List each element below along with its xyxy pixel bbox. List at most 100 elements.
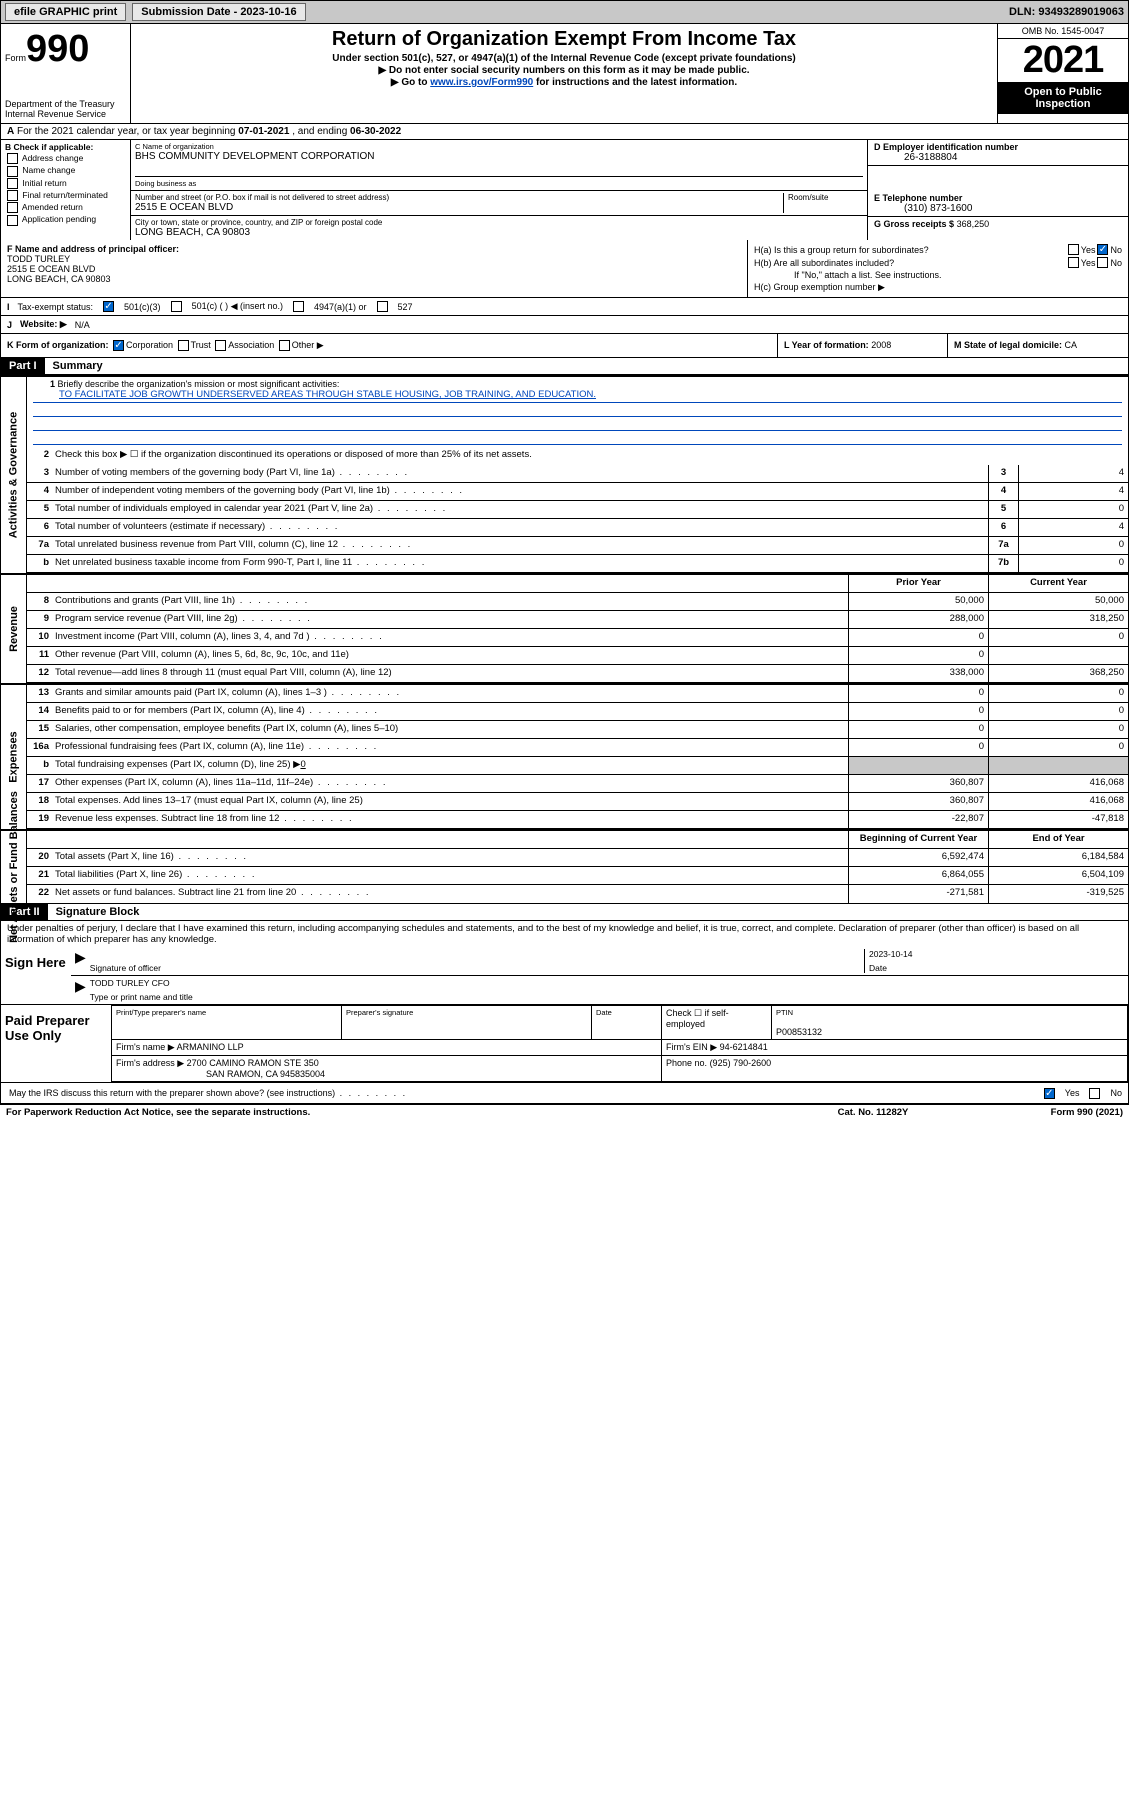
l14-prior: 0 [848,703,988,720]
block-f-h: F Name and address of principal officer:… [0,240,1129,298]
ha-yes[interactable] [1068,244,1079,255]
tax-year: 2021 [998,39,1128,82]
website-value: N/A [75,320,90,330]
mission-text[interactable]: TO FACILITATE JOB GROWTH UNDERSERVED ARE… [59,389,596,400]
ck-501c3[interactable] [103,301,114,312]
ck-trust[interactable] [178,340,189,351]
discuss-yes[interactable] [1044,1088,1055,1099]
l6-val: 4 [1018,519,1128,536]
header-mid: Return of Organization Exempt From Incom… [131,24,998,123]
ck-corp[interactable] [113,340,124,351]
form-header: Form990 Department of the Treasury Inter… [0,24,1129,124]
header-right: OMB No. 1545-0047 2021 Open to Public In… [998,24,1128,123]
ck-assoc[interactable] [215,340,226,351]
l19-curr: -47,818 [988,811,1128,828]
open-public-badge: Open to Public Inspection [998,82,1128,114]
efile-print-btn[interactable]: efile GRAPHIC print [5,3,126,21]
paid-preparer-label: Paid Preparer Use Only [1,1005,111,1082]
l7b-val: 0 [1018,555,1128,572]
state-domicile: M State of legal domicile: CA [948,334,1128,357]
group-return-block: H(a) Is this a group return for subordin… [748,240,1128,297]
discuss-no[interactable] [1089,1088,1100,1099]
street-address: 2515 E OCEAN BLVD [135,202,783,213]
year-formation: L Year of formation: 2008 [778,334,948,357]
org-name: BHS COMMUNITY DEVELOPMENT CORPORATION [135,151,863,162]
gross-receipts-cell: G Gross receipts $ 368,250 [868,217,1128,231]
l22-beg: -271,581 [848,885,988,903]
l18-curr: 416,068 [988,793,1128,810]
l9-prior: 288,000 [848,611,988,628]
l9-curr: 318,250 [988,611,1128,628]
l21-end: 6,504,109 [988,867,1128,884]
l16b-val: 0 [300,759,305,770]
dln: DLN: 93493289019063 [1009,6,1124,18]
firm-name: ARMANINO LLP [177,1042,244,1052]
form990-link[interactable]: www.irs.gov/Form990 [430,77,533,88]
irs-discuss-row: May the IRS discuss this return with the… [0,1083,1129,1104]
sign-date: 2023-10-14 [869,949,1124,963]
l15-curr: 0 [988,721,1128,738]
efile-topbar: efile GRAPHIC print Submission Date - 20… [0,0,1129,24]
ck-4947[interactable] [293,301,304,312]
hb-no[interactable] [1097,257,1108,268]
firm-ein: 94-6214841 [720,1042,768,1052]
l15-prior: 0 [848,721,988,738]
ck-other[interactable] [279,340,290,351]
form-title: Return of Organization Exempt From Incom… [137,28,991,51]
l11-prior: 0 [848,647,988,664]
l16a-prior: 0 [848,739,988,756]
line-1-mission: 1 Briefly describe the organization's mi… [27,377,1128,447]
l10-curr: 0 [988,629,1128,646]
section-activities-governance: Activities & Governance 1 Briefly descri… [0,375,1129,573]
arrow-icon: ▶ [75,949,86,973]
subtitle-3: ▶ Go to www.irs.gov/Form990 for instruct… [137,77,991,88]
side-label-rev: Revenue [1,575,27,683]
section-net-assets: Net Assets or Fund Balances Beginning of… [0,829,1129,904]
l3-val: 4 [1018,465,1128,482]
cb-address-change[interactable]: Address change [5,153,126,164]
cb-amended-return[interactable]: Amended return [5,202,126,213]
cb-final-return[interactable]: Final return/terminated [5,190,126,201]
preparer-table: Print/Type preparer's name Preparer's si… [111,1005,1128,1082]
l21-beg: 6,864,055 [848,867,988,884]
ein-cell: D Employer identification number 26-3188… [868,140,1128,166]
l12-curr: 368,250 [988,665,1128,682]
cb-initial-return[interactable]: Initial return [5,178,126,189]
row-j-website: J Website: ▶ N/A [0,316,1129,334]
l5-val: 0 [1018,501,1128,518]
row-klm: K Form of organization: Corporation Trus… [0,334,1129,358]
ein-value: 26-3188804 [874,152,1122,163]
l12-prior: 338,000 [848,665,988,682]
cb-application-pending[interactable]: Application pending [5,214,126,225]
irs-label: Internal Revenue Service [5,109,126,119]
ck-501c[interactable] [171,301,182,312]
cb-name-change[interactable]: Name change [5,165,126,176]
hb-yes[interactable] [1068,257,1079,268]
ptin-value: P00853132 [776,1027,822,1037]
dept-treasury: Department of the Treasury [5,99,126,109]
submission-date: Submission Date - 2023-10-16 [132,3,305,21]
telephone-value: (310) 873-1600 [874,203,1122,214]
subtitle-2: ▶ Do not enter social security numbers o… [137,65,991,76]
l19-prior: -22,807 [848,811,988,828]
telephone-cell: E Telephone number (310) 873-1600 [868,191,1128,217]
l8-curr: 50,000 [988,593,1128,610]
row-i-tax-status: I Tax-exempt status: 501(c)(3) 501(c) ( … [0,298,1129,316]
officer-name-title: TODD TURLEY CFO [90,978,1124,992]
part2-header: Part II Signature Block [0,904,1129,921]
header-left: Form990 Department of the Treasury Inter… [1,24,131,123]
ck-527[interactable] [377,301,388,312]
part1-header: Part I Summary [0,358,1129,375]
ha-no[interactable] [1097,244,1108,255]
l8-prior: 50,000 [848,593,988,610]
firm-addr1: 2700 CAMINO RAMON STE 350 [187,1058,319,1068]
address-block: Number and street (or P.O. box if mail i… [131,191,868,240]
city-state-zip: LONG BEACH, CA 90803 [135,227,863,238]
sign-here-label: Sign Here [1,947,71,1004]
page-footer: For Paperwork Reduction Act Notice, see … [0,1104,1129,1120]
form-of-org: K Form of organization: Corporation Trus… [1,334,778,357]
l10-prior: 0 [848,629,988,646]
l13-prior: 0 [848,685,988,702]
l17-curr: 416,068 [988,775,1128,792]
side-label-na: Net Assets or Fund Balances [1,831,27,903]
